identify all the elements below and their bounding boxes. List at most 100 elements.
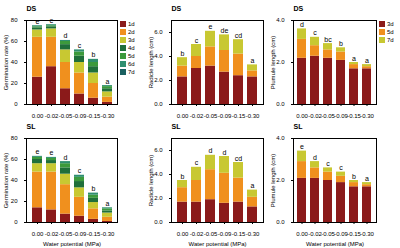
svg-text:20: 20 xyxy=(11,198,18,204)
svg-text:DS: DS xyxy=(294,5,304,12)
svg-text:2.0: 2.0 xyxy=(154,195,163,201)
svg-text:e: e xyxy=(50,149,54,156)
html-text:0.00 -0.02 -0.05 -0.09 -0.15 -: 0.00 -0.02 -0.05 -0.09 -0.15 -0.30 xyxy=(31,112,115,119)
svg-text:d: d xyxy=(300,21,304,28)
svg-text:Radicle length (cm): Radicle length (cm) xyxy=(148,155,154,207)
svg-text:de: de xyxy=(221,27,229,34)
svg-text:b: b xyxy=(92,51,96,58)
svg-text:e: e xyxy=(209,23,213,30)
html-text:-0.02 -0.05 -0.09 -0.15: -0.02 -0.05 -0.09 -0.15 xyxy=(308,230,361,237)
svg-text:-0.30: -0.30 xyxy=(360,231,374,237)
svg-text:d: d xyxy=(313,154,317,161)
svg-text:SL: SL xyxy=(294,123,304,130)
svg-text:Germination rate (%): Germination rate (%) xyxy=(3,35,9,91)
svg-text:80: 80 xyxy=(11,135,18,141)
svg-text:40: 40 xyxy=(11,177,18,183)
svg-text:Radicle length (cm): Radicle length (cm) xyxy=(148,37,154,89)
svg-text:Germination rate (%): Germination rate (%) xyxy=(3,153,9,209)
svg-text:b: b xyxy=(339,40,343,47)
svg-text:SL: SL xyxy=(172,123,182,130)
svg-text:-0.30: -0.30 xyxy=(246,231,260,237)
svg-text:-0.05: -0.05 xyxy=(59,231,73,237)
html-text:5d: 5d xyxy=(128,53,135,59)
html-text:3d: 3d xyxy=(128,37,135,43)
svg-text:e: e xyxy=(36,148,40,155)
svg-text:4.0: 4.0 xyxy=(276,135,285,141)
svg-text:4.0: 4.0 xyxy=(154,171,163,177)
svg-text:b: b xyxy=(181,50,185,57)
svg-text:0.0: 0.0 xyxy=(276,219,285,225)
svg-text:cd: cd xyxy=(235,155,243,162)
svg-text:-0.30: -0.30 xyxy=(101,231,115,237)
svg-text:bc: bc xyxy=(324,36,332,43)
svg-text:c: c xyxy=(195,159,199,166)
svg-text:40: 40 xyxy=(11,59,18,65)
svg-text:d: d xyxy=(64,154,68,161)
svg-text:DS: DS xyxy=(172,5,182,12)
svg-text:Plumule length (cm): Plumule length (cm) xyxy=(270,36,276,89)
html-text:4d: 4d xyxy=(128,45,135,51)
svg-text:6.0: 6.0 xyxy=(154,147,163,153)
svg-text:e: e xyxy=(36,18,40,25)
svg-text:Plumule length (cm): Plumule length (cm) xyxy=(270,154,276,207)
svg-text:-0.02: -0.02 xyxy=(45,231,59,237)
svg-text:SL: SL xyxy=(27,123,37,130)
svg-text:-0.09: -0.09 xyxy=(218,231,232,237)
svg-text:a: a xyxy=(106,200,110,207)
svg-text:0: 0 xyxy=(14,219,18,225)
svg-text:0.00: 0.00 xyxy=(296,231,308,237)
svg-text:a: a xyxy=(106,78,110,85)
svg-text:d: d xyxy=(223,149,227,156)
svg-text:2.0: 2.0 xyxy=(276,177,285,183)
svg-text:a: a xyxy=(365,175,369,182)
svg-text:0.0: 0.0 xyxy=(154,219,163,225)
svg-text:a: a xyxy=(251,182,255,189)
svg-text:0.0: 0.0 xyxy=(154,101,163,107)
svg-text:a: a xyxy=(365,57,369,64)
svg-text:d: d xyxy=(64,32,68,39)
svg-text:d: d xyxy=(209,147,213,154)
svg-text:4.0: 4.0 xyxy=(154,53,163,59)
svg-text:-0.02: -0.02 xyxy=(190,231,204,237)
svg-text:e: e xyxy=(300,143,304,150)
html-text:7d: 7d xyxy=(128,69,135,75)
svg-text:20: 20 xyxy=(11,80,18,86)
svg-text:b: b xyxy=(181,173,185,180)
svg-text:-0.05: -0.05 xyxy=(204,231,218,237)
html-text:0.00 -0.02 -0.05 -0.09 -0.15 -: 0.00 -0.02 -0.05 -0.09 -0.15 -0.30 xyxy=(176,112,260,119)
svg-text:DS: DS xyxy=(27,5,37,12)
html-text:3d: 3d xyxy=(387,21,394,27)
svg-text:c: c xyxy=(313,29,317,36)
svg-text:-0.09: -0.09 xyxy=(73,231,87,237)
svg-text:60: 60 xyxy=(11,156,18,162)
svg-text:c: c xyxy=(339,164,343,171)
svg-text:a: a xyxy=(251,57,255,64)
svg-text:6.0: 6.0 xyxy=(154,29,163,35)
svg-text:b: b xyxy=(92,185,96,192)
svg-text:4.0: 4.0 xyxy=(276,17,285,23)
svg-text:-0.15: -0.15 xyxy=(232,231,246,237)
svg-text:0.00: 0.00 xyxy=(177,231,189,237)
svg-text:c: c xyxy=(195,37,199,44)
svg-text:c: c xyxy=(78,167,82,174)
svg-text:a: a xyxy=(352,55,356,62)
svg-text:Water potential (MPa): Water potential (MPa) xyxy=(306,241,364,247)
svg-text:0.0: 0.0 xyxy=(276,101,285,107)
svg-text:0.00: 0.00 xyxy=(32,231,44,237)
svg-text:80: 80 xyxy=(11,17,18,23)
svg-text:c: c xyxy=(78,42,82,49)
svg-text:Water potential (MPa): Water potential (MPa) xyxy=(188,241,246,247)
html-text:6d: 6d xyxy=(128,61,135,67)
svg-text:0: 0 xyxy=(14,101,18,107)
svg-text:c: c xyxy=(326,160,330,167)
svg-text:2.0: 2.0 xyxy=(154,77,163,83)
svg-text:b: b xyxy=(352,173,356,180)
svg-text:cd: cd xyxy=(235,32,243,39)
svg-text:60: 60 xyxy=(11,38,18,44)
svg-text:Water potential (MPa): Water potential (MPa) xyxy=(43,241,101,247)
svg-text:2.0: 2.0 xyxy=(276,59,285,65)
html-text:0.00 -0.02 -0.05 -0.09 -0.15 -: 0.00 -0.02 -0.05 -0.09 -0.15 -0.30 xyxy=(296,112,374,119)
svg-text:-0.15: -0.15 xyxy=(87,231,101,237)
html-text:2d: 2d xyxy=(128,29,135,35)
html-text:1d: 1d xyxy=(128,21,135,27)
